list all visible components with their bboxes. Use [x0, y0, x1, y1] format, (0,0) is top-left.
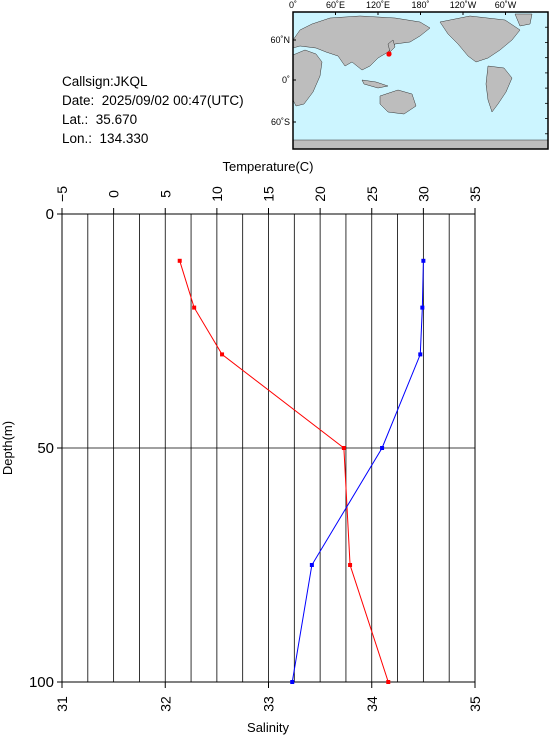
- temperature-point: [192, 305, 197, 310]
- land-australia: [379, 89, 417, 115]
- land-indonesia: [361, 79, 389, 89]
- salinity-tick-label: 32: [157, 696, 173, 712]
- lat-label: Lat.:: [62, 112, 89, 127]
- date-label: Date:: [62, 93, 95, 108]
- land-japan: [387, 39, 396, 53]
- depth-tick-label: 100: [29, 674, 54, 691]
- temperature-tick-label: 0: [106, 190, 122, 198]
- depth-tick-label: 50: [37, 440, 54, 457]
- station-info: Callsign:JKQL Date: 2025/09/02 00:47(UTC…: [62, 72, 244, 148]
- lon-label: Lon.:: [62, 131, 93, 146]
- salinity-tick-label: 31: [54, 696, 70, 712]
- date-line: Date: 2025/09/02 00:47(UTC): [62, 91, 244, 110]
- temperature-point: [220, 352, 225, 357]
- callsign-line: Callsign:JKQL: [62, 74, 148, 89]
- map-longitude-label: 180˚: [411, 0, 429, 10]
- series-layer: [177, 258, 426, 684]
- chart-grid: [62, 214, 475, 682]
- temperature-tick-label: −5: [54, 186, 70, 202]
- map-longitude-label: 120˚W: [450, 0, 477, 10]
- world-map: 0˚ 60˚E 120˚E 180˚ 120˚W 60˚W 60˚N 0˚ 60˚S: [270, 0, 549, 150]
- salinity-tick-label: 33: [261, 696, 277, 712]
- map-latitude-label: 0˚: [282, 75, 290, 85]
- temperature-tick-label: 25: [364, 186, 380, 202]
- land-antarctica: [292, 139, 549, 150]
- depth-axis: 0 50 100: [29, 206, 62, 691]
- map-longitude-label: 60˚W: [495, 0, 517, 10]
- map-latitude-label: 60˚N: [270, 35, 290, 45]
- land-africa: [292, 49, 323, 107]
- map-longitude-label: 120˚E: [366, 0, 390, 10]
- map-longitude-label: 60˚E: [326, 0, 345, 10]
- salinity-axis-label: Salinity: [247, 720, 289, 735]
- temperature-line: [179, 260, 389, 683]
- temperature-axis-label: Temperature(C): [222, 159, 313, 174]
- salinity-point: [290, 680, 295, 684]
- map-land: [292, 13, 549, 150]
- temperature-tick-label: 5: [157, 190, 173, 198]
- salinity-axis: 31 32 33 34 35: [54, 682, 483, 712]
- salinity-point: [309, 563, 314, 567]
- depth-tick-label: 0: [46, 206, 54, 223]
- map-latitude-label: 60˚S: [271, 117, 290, 127]
- temperature-tick-label: 35: [467, 186, 483, 202]
- temperature-point: [386, 680, 391, 684]
- track-line: [386, 51, 392, 57]
- salinity-point: [420, 305, 425, 310]
- temperature-point: [341, 446, 346, 450]
- salinity-line: [291, 260, 424, 683]
- temperature-point: [177, 258, 182, 263]
- land-greenland: [514, 13, 533, 27]
- land-north-america: [439, 15, 521, 63]
- temperature-axis: −5 0 5 10 15 20 25 30 35: [54, 186, 483, 214]
- temperature-tick-label: 20: [312, 186, 328, 202]
- lat-line: Lat.: 35.670: [62, 110, 244, 129]
- temperature-tick-label: 15: [261, 186, 277, 202]
- salinity-point: [418, 352, 423, 357]
- depth-axis-label: Depth(m): [0, 421, 15, 475]
- lon-line: Lon.: 134.330: [62, 129, 244, 148]
- salinity-point: [421, 258, 426, 263]
- map-longitude-label: 0˚: [289, 0, 297, 10]
- salinity-point: [380, 446, 385, 450]
- salinity-tick-label: 34: [364, 696, 380, 712]
- temperature-tick-label: 10: [209, 186, 225, 202]
- lon-value: 134.330: [99, 131, 149, 146]
- map-ticks: 0˚ 60˚E 120˚E 180˚ 120˚W 60˚W 60˚N 0˚ 60˚S: [270, 0, 548, 135]
- land-south-america: [485, 65, 513, 113]
- salinity-tick-label: 35: [467, 696, 483, 712]
- lat-value: 35.670: [95, 112, 138, 127]
- temperature-tick-label: 30: [415, 186, 431, 202]
- date-value: 2025/09/02 00:47(UTC): [101, 93, 244, 108]
- temperature-point: [348, 563, 353, 567]
